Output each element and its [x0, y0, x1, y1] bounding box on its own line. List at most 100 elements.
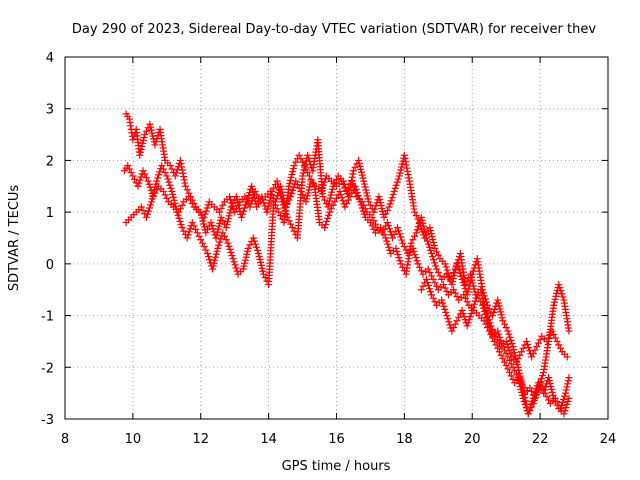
- data-point: [383, 218, 391, 226]
- data-point: [355, 156, 363, 164]
- data-point: [562, 386, 570, 394]
- data-point: [519, 344, 527, 352]
- data-point: [434, 268, 442, 276]
- data-point: [325, 211, 333, 219]
- data-point: [233, 196, 241, 204]
- data-point: [512, 370, 520, 378]
- data-point: [309, 179, 317, 187]
- data-point: [516, 380, 524, 388]
- data-point: [530, 396, 538, 404]
- data-point: [490, 337, 498, 345]
- data-point: [209, 265, 217, 273]
- data-point: [417, 213, 425, 221]
- data-point: [368, 222, 376, 230]
- data-point: [497, 308, 505, 316]
- data-point: [431, 244, 439, 252]
- data-point: [514, 374, 522, 382]
- data-point: [506, 368, 514, 376]
- data-point: [463, 322, 471, 330]
- data-point: [136, 151, 144, 159]
- data-point: [467, 310, 475, 318]
- data-point: [276, 189, 284, 197]
- data-point: [393, 178, 401, 186]
- data-point: [517, 348, 525, 356]
- data-point: [357, 168, 365, 176]
- data-point: [201, 210, 209, 218]
- data-point: [147, 126, 155, 134]
- data-point: [392, 181, 400, 189]
- data-point: [420, 222, 428, 230]
- data-point: [219, 201, 227, 209]
- data-point: [428, 233, 436, 241]
- data-point: [356, 162, 364, 170]
- data-point: [180, 176, 188, 184]
- data-point: [443, 312, 451, 320]
- data-point: [445, 318, 453, 326]
- data-point: [271, 201, 279, 209]
- data-point: [293, 181, 301, 189]
- data-point: [448, 281, 456, 289]
- data-point: [179, 169, 187, 177]
- data-point: [548, 385, 556, 393]
- data-point: [456, 269, 464, 277]
- data-point: [306, 183, 314, 191]
- data-point: [516, 369, 524, 377]
- data-point: [388, 194, 396, 202]
- data-point: [362, 186, 370, 194]
- data-point: [188, 218, 196, 226]
- data-point: [464, 319, 472, 327]
- data-point: [537, 375, 545, 383]
- data-point: [455, 266, 463, 274]
- data-point: [167, 184, 175, 192]
- data-point: [516, 382, 524, 390]
- data-point: [507, 360, 515, 368]
- data-point: [549, 391, 557, 399]
- data-point: [565, 327, 573, 335]
- data-point: [275, 183, 283, 191]
- data-point: [436, 272, 444, 280]
- data-point: [288, 224, 296, 232]
- data-point: [457, 272, 465, 280]
- data-point: [215, 241, 223, 249]
- data-point: [494, 344, 502, 352]
- data-point: [565, 374, 573, 382]
- data-point: [502, 362, 510, 370]
- x-tick-label: 8: [61, 432, 69, 447]
- data-point: [244, 247, 252, 255]
- data-point: [563, 353, 571, 361]
- data-point: [489, 312, 497, 320]
- data-point: [242, 201, 250, 209]
- data-point: [251, 194, 259, 202]
- data-point: [401, 154, 409, 162]
- data-point: [178, 166, 186, 174]
- data-point: [290, 183, 298, 191]
- data-point: [376, 199, 384, 207]
- data-point: [438, 296, 446, 304]
- data-point: [255, 252, 263, 260]
- data-point: [333, 194, 340, 202]
- data-point: [270, 198, 278, 206]
- data-point: [499, 355, 507, 363]
- data-point: [499, 343, 507, 351]
- data-point: [225, 212, 233, 220]
- data-point: [174, 211, 182, 219]
- data-point: [319, 193, 327, 201]
- data-point: [151, 141, 159, 149]
- data-point: [238, 210, 246, 218]
- data-point: [139, 167, 147, 175]
- data-point: [268, 187, 276, 195]
- data-point: [145, 180, 153, 188]
- data-point: [177, 221, 185, 229]
- data-point: [154, 174, 162, 182]
- data-point: [534, 384, 542, 392]
- data-point: [148, 129, 156, 137]
- data-point: [477, 298, 485, 306]
- data-point: [510, 346, 518, 354]
- y-tick-label: 1: [46, 206, 54, 221]
- data-point: [213, 247, 221, 255]
- data-point: [497, 351, 505, 359]
- data-point: [392, 244, 400, 252]
- data-point: [277, 192, 285, 200]
- data-point: [552, 292, 560, 300]
- data-point: [253, 203, 261, 211]
